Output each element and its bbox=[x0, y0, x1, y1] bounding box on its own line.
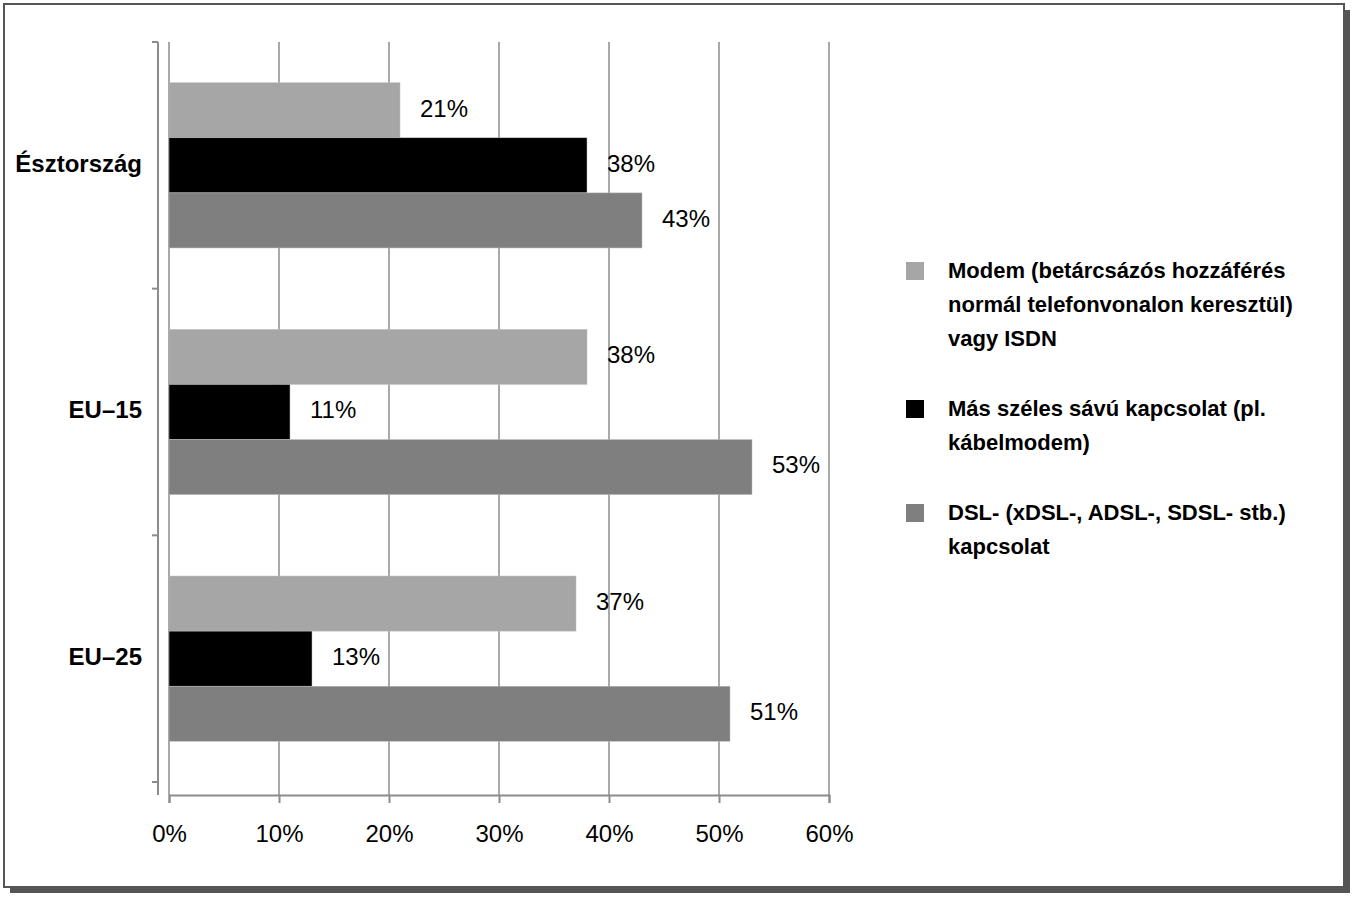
tick-label: 60% bbox=[805, 820, 853, 847]
data-label: 51% bbox=[750, 698, 798, 725]
axis-line bbox=[157, 42, 159, 795]
axis-tick bbox=[152, 534, 158, 536]
data-label: 13% bbox=[332, 643, 380, 670]
data-label: 38% bbox=[607, 341, 655, 368]
category-axis: Észtország EU–15 EU–25 bbox=[15, 42, 158, 795]
tick-label: 20% bbox=[365, 820, 413, 847]
tick-label: 30% bbox=[475, 820, 523, 847]
legend-swatch bbox=[906, 400, 924, 418]
tick: 40% bbox=[585, 795, 633, 847]
tick-label: 40% bbox=[585, 820, 633, 847]
category-label: EU–25 bbox=[69, 643, 142, 670]
grid bbox=[169, 42, 829, 795]
chart: Észtország EU–15 EU–25 0% 10% 20% 30% 40% 50% 60%… bbox=[0, 0, 1356, 899]
bar bbox=[169, 329, 587, 384]
tick-mark bbox=[169, 795, 171, 803]
tick-mark bbox=[609, 795, 611, 803]
data-label: 37% bbox=[596, 588, 644, 615]
axis-tick bbox=[152, 288, 158, 290]
tick-label: 0% bbox=[152, 820, 187, 847]
tick: 0% bbox=[152, 795, 187, 847]
bar bbox=[169, 83, 400, 138]
tick: 50% bbox=[695, 795, 743, 847]
bar bbox=[169, 193, 642, 248]
data-labels: 21% 38% 37% 38% 11% 13% 43% 53% 51% bbox=[310, 95, 820, 726]
bar bbox=[169, 138, 587, 193]
legend-swatch bbox=[906, 504, 924, 522]
grid-line bbox=[718, 42, 720, 795]
data-label: 53% bbox=[772, 451, 820, 478]
bar bbox=[169, 440, 752, 495]
bar bbox=[169, 631, 312, 686]
category-label: Észtország bbox=[15, 150, 142, 177]
tick: 20% bbox=[365, 795, 413, 847]
tick: 10% bbox=[255, 795, 303, 847]
legend-label: DSL- (xDSL-, ADSL-, SDSL- stb.)kapcsolat bbox=[948, 500, 1286, 559]
data-label: 38% bbox=[607, 150, 655, 177]
frame bbox=[4, 4, 1344, 887]
data-label: 21% bbox=[420, 95, 468, 122]
data-label: 43% bbox=[662, 205, 710, 232]
tick-mark bbox=[499, 795, 501, 803]
tick-label: 50% bbox=[695, 820, 743, 847]
legend-swatch bbox=[906, 262, 924, 280]
grid-line bbox=[828, 42, 830, 795]
tick-mark bbox=[829, 795, 831, 803]
bar bbox=[169, 686, 730, 741]
legend-label: Más széles sávú kapcsolat (pl.kábelmodem… bbox=[948, 396, 1266, 455]
legend-label: Modem (betárcsázós hozzáférésnormál tele… bbox=[948, 258, 1293, 351]
category-label: EU–15 bbox=[69, 396, 142, 423]
axis-tick bbox=[152, 781, 158, 783]
legend: Modem (betárcsázós hozzáférésnormál tele… bbox=[906, 258, 1293, 559]
tick-label: 10% bbox=[255, 820, 303, 847]
bar bbox=[169, 576, 576, 631]
tick: 60% bbox=[805, 795, 853, 847]
axis-tick bbox=[152, 41, 158, 43]
data-label: 11% bbox=[310, 396, 356, 423]
tick-mark bbox=[719, 795, 721, 803]
tick-mark bbox=[389, 795, 391, 803]
tick: 30% bbox=[475, 795, 523, 847]
tick-mark bbox=[279, 795, 281, 803]
axis-line bbox=[170, 796, 830, 804]
bars bbox=[169, 83, 752, 742]
x-axis: 0% 10% 20% 30% 40% 50% 60% bbox=[152, 795, 853, 847]
bar bbox=[169, 384, 290, 439]
